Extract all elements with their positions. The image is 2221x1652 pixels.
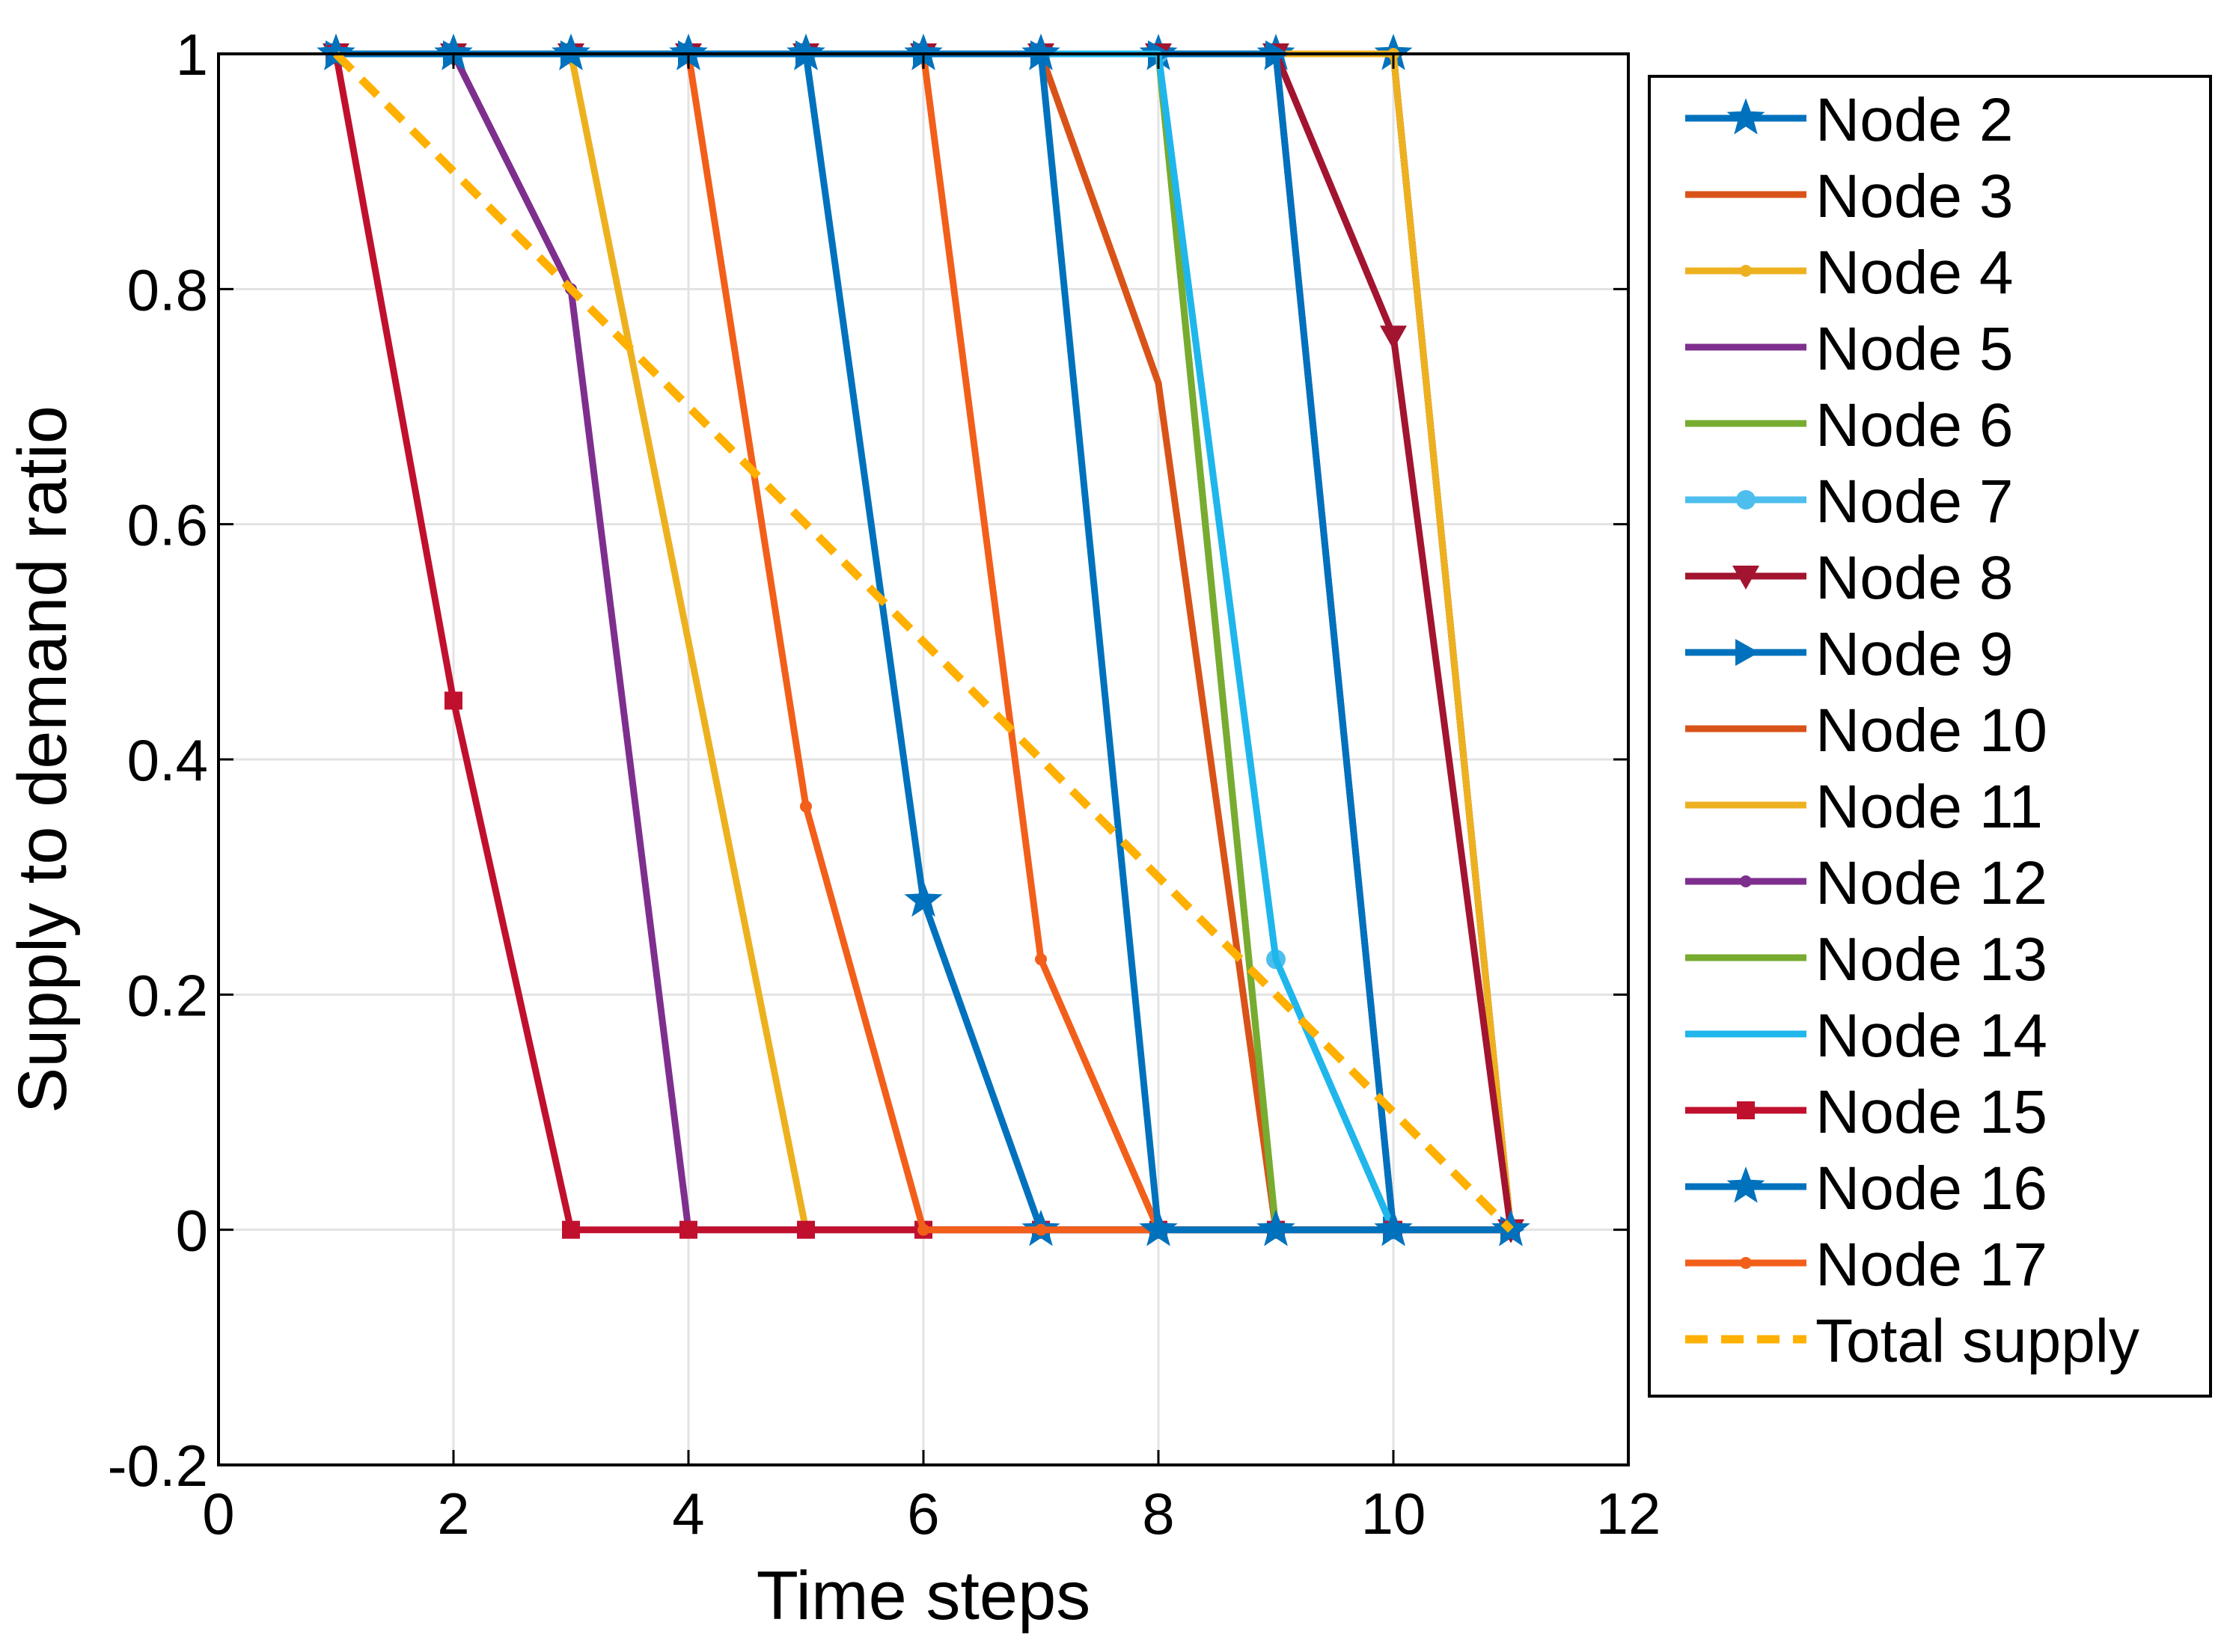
x-tick-label: 8 (1142, 1481, 1174, 1547)
x-tick-label: 2 (437, 1481, 469, 1547)
legend-item: Total supply (1685, 1307, 2139, 1375)
data-point (786, 34, 825, 70)
legend-label: Node 11 (1815, 773, 2043, 841)
data-point (1735, 639, 1759, 666)
legend-label: Node 5 (1815, 315, 2013, 383)
data-point (1732, 566, 1759, 590)
data-point (679, 1220, 697, 1239)
legend-label: Node 15 (1815, 1078, 2047, 1146)
data-point (1726, 98, 1765, 135)
legend-label: Node 12 (1815, 849, 2047, 917)
data-point (1737, 1101, 1755, 1119)
data-point (1736, 490, 1756, 510)
axis-ticks: 0 2 4 6 8 10 12-0.200.20.40.60.81 (108, 22, 1661, 1547)
legend-label: Node 14 (1815, 1002, 2047, 1070)
legend-label: Node 2 (1815, 86, 2013, 154)
legend-label: Node 9 (1815, 620, 2013, 688)
legend-label: Node 13 (1815, 926, 2047, 994)
legend-label: Node 10 (1815, 697, 2047, 765)
data-point (1139, 1209, 1178, 1246)
legend-label: Node 7 (1815, 468, 2013, 536)
data-point (1726, 1166, 1765, 1203)
legend-label: Node 17 (1815, 1231, 2047, 1299)
legend-item: Node 3 (1685, 162, 2013, 230)
series-line (333, 51, 1514, 1233)
legend-label: Node 16 (1815, 1154, 2047, 1223)
data-point (1740, 875, 1752, 887)
legend-label: Node 8 (1815, 544, 2013, 612)
legend-item: Node 2 (1685, 86, 2013, 154)
legend-item: Node 6 (1685, 391, 2013, 459)
data-point (1380, 325, 1407, 350)
y-tick-label: 0.6 (127, 492, 208, 558)
data-point (444, 691, 462, 710)
data-point (1740, 1257, 1752, 1269)
x-tick-label: 10 (1361, 1481, 1426, 1547)
legend-item: Node 17 (1685, 1231, 2047, 1299)
x-tick-label: 4 (672, 1481, 704, 1547)
data-point (562, 1220, 580, 1239)
legend-item: Node 10 (1685, 697, 2047, 765)
legend-item: Node 11 (1685, 773, 2043, 841)
y-tick-label: 0 (176, 1198, 208, 1264)
data-point (1035, 953, 1047, 966)
legend-item: Node 14 (1685, 1002, 2047, 1070)
x-tick-label: 12 (1596, 1481, 1661, 1547)
legend-item: Node 7 (1685, 468, 2013, 536)
legend-item: Node 16 (1685, 1154, 2047, 1223)
data-point (1021, 34, 1060, 70)
data-point (552, 34, 590, 70)
legend-label: Total supply (1815, 1307, 2139, 1375)
data-point (1374, 1209, 1413, 1246)
data-point (904, 880, 943, 917)
legend-item: Node 4 (1685, 239, 2013, 307)
data-point (917, 1223, 929, 1236)
y-tick-label: -0.2 (108, 1433, 208, 1499)
legend-item: Node 13 (1685, 926, 2047, 994)
legend-label: Node 3 (1815, 162, 2013, 230)
y-axis-label: Supply to demand ratio (4, 406, 81, 1113)
data-point (1256, 1209, 1295, 1246)
y-tick-label: 0.8 (127, 257, 208, 322)
legend-item: Node 9 (1685, 620, 2013, 688)
y-tick-label: 0.4 (127, 727, 208, 793)
legend-item: Node 5 (1685, 315, 2013, 383)
legend-label: Node 4 (1815, 239, 2013, 307)
x-axis-label: Time steps (757, 1558, 1090, 1634)
data-point (800, 800, 812, 813)
legend-item: Node 12 (1685, 849, 2047, 917)
legend-item: Node 8 (1685, 544, 2013, 612)
x-tick-label: 6 (907, 1481, 939, 1547)
data-point (797, 1220, 815, 1239)
legend-label: Node 6 (1815, 391, 2013, 459)
y-tick-label: 0.2 (127, 962, 208, 1028)
data-point (1035, 1223, 1047, 1236)
data-point (1740, 265, 1752, 277)
legend: Node 2 Node 3 Node 4 Node 5 Node 6 Node 7 Node… (1648, 75, 2212, 1398)
x-tick-label: 0 (202, 1481, 234, 1547)
series-total-supply (333, 51, 1514, 1233)
legend-item: Node 15 (1685, 1078, 2047, 1146)
data-point (317, 34, 355, 70)
y-tick-label: 1 (176, 22, 208, 88)
